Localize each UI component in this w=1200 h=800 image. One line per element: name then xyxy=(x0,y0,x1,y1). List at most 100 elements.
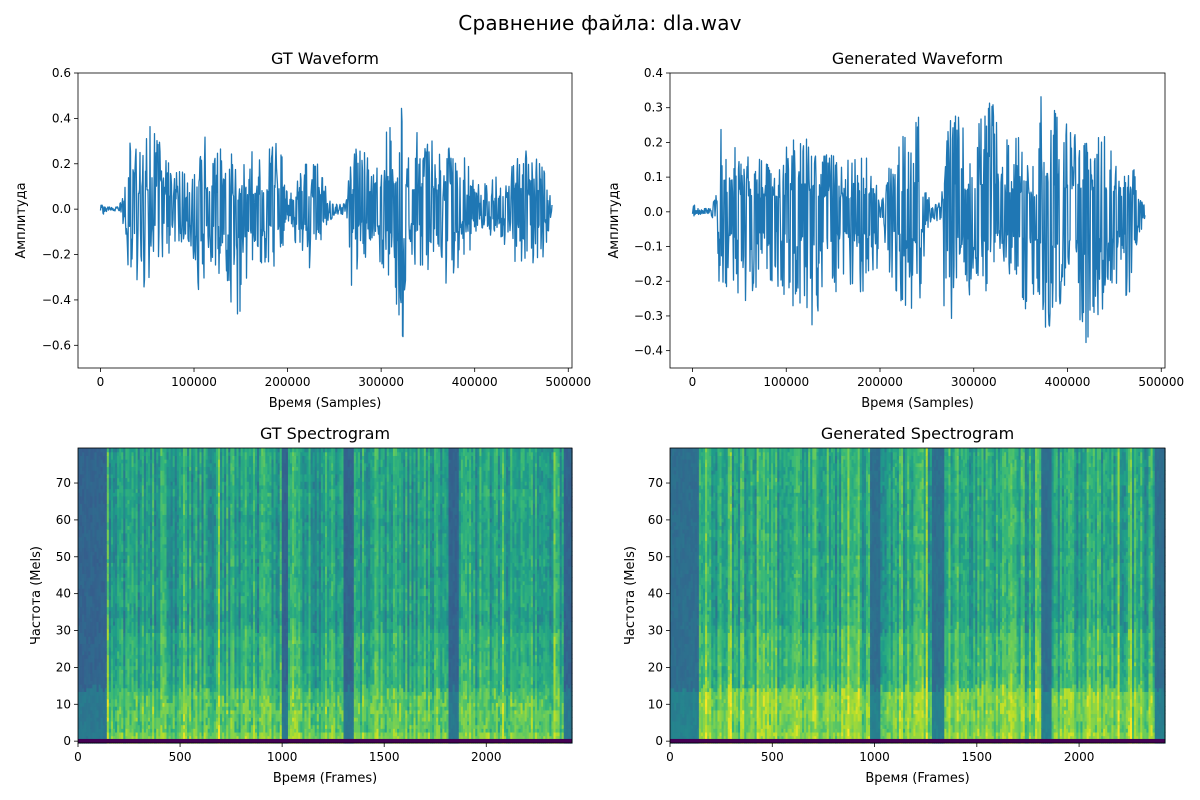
spectrogram-cell xyxy=(78,562,81,567)
spectrogram-cell xyxy=(121,562,124,567)
spectrogram-cell xyxy=(90,580,94,586)
spectrogram-cell xyxy=(139,507,143,519)
spectrogram-cell xyxy=(82,521,85,527)
spectrogram-cell xyxy=(112,466,116,479)
spectrogram-cell xyxy=(215,706,219,715)
spectrogram-cell xyxy=(164,621,168,630)
spectrogram-cell xyxy=(121,459,124,464)
spectrogram-cell xyxy=(197,484,201,497)
spectrogram-cell xyxy=(131,672,135,678)
spectrogram-cell xyxy=(90,647,94,659)
spectrogram-cell xyxy=(125,650,128,659)
spectrogram-cell xyxy=(160,510,163,523)
spectrogram-cell xyxy=(112,684,116,689)
spectrogram-cell xyxy=(127,580,131,586)
spectrogram-cell xyxy=(197,547,201,552)
spectrogram-cell xyxy=(119,492,122,501)
spectrogram-cell xyxy=(92,654,96,663)
spectrogram-cell xyxy=(211,636,215,641)
spectrogram-cell xyxy=(197,724,201,737)
spectrogram-cell xyxy=(80,691,83,696)
spectrogram-cell xyxy=(185,591,188,604)
spectrogram-cell xyxy=(154,510,157,515)
spectrogram-cell xyxy=(110,484,114,493)
spectrogram-cell xyxy=(195,695,198,700)
spectrogram-cell xyxy=(209,591,213,600)
spectrogram-cell xyxy=(156,492,159,501)
spectrogram-cell xyxy=(152,473,155,479)
spectrogram-cell xyxy=(193,569,196,582)
spectrogram-cell xyxy=(174,466,178,479)
spectrogram-cell xyxy=(213,691,217,700)
spectrogram-cell xyxy=(147,462,151,475)
spectrogram-cell xyxy=(82,470,85,475)
spectrogram-cell xyxy=(133,684,137,692)
spectrogram-cell xyxy=(102,558,106,571)
spectrogram-cell xyxy=(162,713,166,726)
spectrogram-cell xyxy=(84,602,87,615)
spectrogram-cell xyxy=(127,720,131,726)
spectrogram-cell xyxy=(199,580,203,589)
spectrogram-cell xyxy=(127,584,131,589)
spectrogram-cell xyxy=(187,720,190,726)
spectrogram-cell xyxy=(187,551,190,560)
spectrogram-cell xyxy=(164,672,168,685)
spectrogram-cell xyxy=(170,459,174,471)
spectrogram-cell xyxy=(158,613,161,626)
spectrogram-cell xyxy=(86,654,89,659)
spectrogram-cell xyxy=(150,492,153,504)
spectrogram-cell xyxy=(197,595,201,604)
spectrogram-cell xyxy=(205,554,209,563)
spectrogram-cell xyxy=(115,595,118,604)
spectrogram-cell xyxy=(78,499,81,508)
spectrogram-cell xyxy=(207,602,211,608)
spectrogram-cell xyxy=(150,558,153,571)
spectrogram-cell xyxy=(176,514,180,523)
spectrogram-cell xyxy=(88,569,91,578)
spectrogram-cell xyxy=(108,702,112,707)
spectrogram-cell xyxy=(178,639,182,648)
spectrogram-cell xyxy=(127,529,131,534)
spectrogram-cell xyxy=(207,647,211,656)
y-tick-label: −0.4 xyxy=(634,344,663,358)
spectrogram-cell xyxy=(92,580,96,589)
spectrogram-cell xyxy=(125,687,128,700)
spectrogram-cell xyxy=(178,547,182,560)
spectrogram-cell xyxy=(121,507,124,515)
spectrogram-cell xyxy=(172,625,176,630)
spectrogram-cell xyxy=(164,709,168,722)
spectrogram-cell xyxy=(213,728,217,740)
spectrogram-cell xyxy=(166,529,170,538)
spectrogram-cell xyxy=(209,599,213,611)
spectrogram-cell xyxy=(90,495,94,508)
gt-waveform-panel: 0 100000 200000 300000 400000 500000−0.6−0.4−… xyxy=(14,49,591,411)
spectrogram-cell xyxy=(147,658,151,663)
spectrogram-cell xyxy=(209,473,213,482)
spectrogram-cell xyxy=(139,676,143,685)
spectrogram-cell xyxy=(127,532,131,541)
spectrogram-cell xyxy=(119,698,122,707)
spectrogram-cell xyxy=(141,518,145,527)
spectrogram-cell xyxy=(139,654,143,663)
spectrogram-cell xyxy=(82,621,85,633)
spectrogram-cell xyxy=(201,602,205,608)
spectrogram-cell xyxy=(203,521,207,534)
spectrogram-cell xyxy=(127,588,131,600)
spectrogram-cell xyxy=(187,602,190,615)
spectrogram-cell xyxy=(158,658,161,667)
spectrogram-cell xyxy=(185,492,188,501)
x-tick-label: 100000 xyxy=(763,375,809,389)
spectrogram-cell xyxy=(141,558,145,563)
spectrogram-cell xyxy=(170,647,174,659)
spectrogram-cell xyxy=(193,588,196,600)
spectrogram-cell xyxy=(168,448,172,460)
spectrogram-cell xyxy=(178,628,182,633)
spectrogram-cell xyxy=(94,562,98,567)
spectrogram-cell xyxy=(158,551,161,563)
spectrogram-cell xyxy=(123,731,126,740)
spectrogram-cell xyxy=(193,669,196,681)
spectrogram-cell xyxy=(180,551,184,563)
spectrogram-cell xyxy=(174,477,178,482)
spectrogram-cell xyxy=(100,717,104,729)
spectrogram-cell xyxy=(213,588,217,597)
